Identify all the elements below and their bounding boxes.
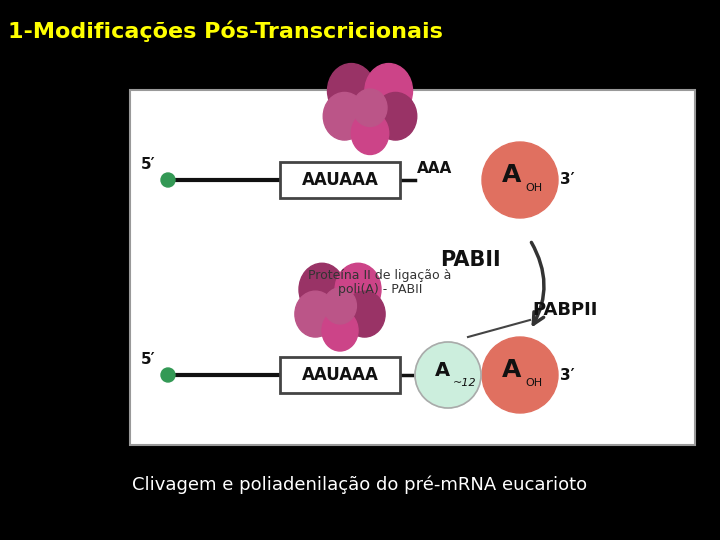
Ellipse shape [353,89,387,126]
Text: 3′: 3′ [560,368,575,382]
Text: AAUAAA: AAUAAA [302,171,379,189]
Bar [280,162,400,198]
Ellipse shape [365,64,413,118]
Circle shape [415,342,481,408]
Text: OH: OH [525,183,542,193]
Text: 1-Modificações Pós-Transcricionais: 1-Modificações Pós-Transcricionais [8,20,443,42]
Ellipse shape [299,264,345,316]
Ellipse shape [344,291,385,337]
Text: 5′: 5′ [140,157,155,172]
Ellipse shape [328,64,375,118]
Bar [130,90,695,445]
Text: 5′: 5′ [140,352,155,367]
Text: A: A [503,358,522,382]
Ellipse shape [295,291,336,337]
Text: A: A [503,163,522,187]
Text: Clivagem e poliadenilação do pré-mRNA eucarioto: Clivagem e poliadenilação do pré-mRNA eu… [132,476,588,494]
Text: OH: OH [525,378,542,388]
Circle shape [482,337,558,413]
Bar [280,357,400,393]
Circle shape [161,173,175,187]
Text: A: A [434,361,449,380]
Text: ~12: ~12 [453,378,477,388]
Ellipse shape [374,92,417,140]
Text: PABPII: PABPII [532,301,598,319]
Text: poli(A) - PABII: poli(A) - PABII [338,284,422,296]
Text: AAA: AAA [417,161,452,176]
Circle shape [482,142,558,218]
Text: Proteína II de ligação à: Proteína II de ligação à [308,268,451,281]
Ellipse shape [322,310,358,351]
Text: 3′: 3′ [560,172,575,187]
Ellipse shape [323,288,356,324]
Text: AAUAAA: AAUAAA [302,366,379,384]
Ellipse shape [335,264,381,316]
Ellipse shape [351,112,389,154]
Ellipse shape [323,92,366,140]
Circle shape [161,368,175,382]
Text: PABII: PABII [440,250,500,270]
